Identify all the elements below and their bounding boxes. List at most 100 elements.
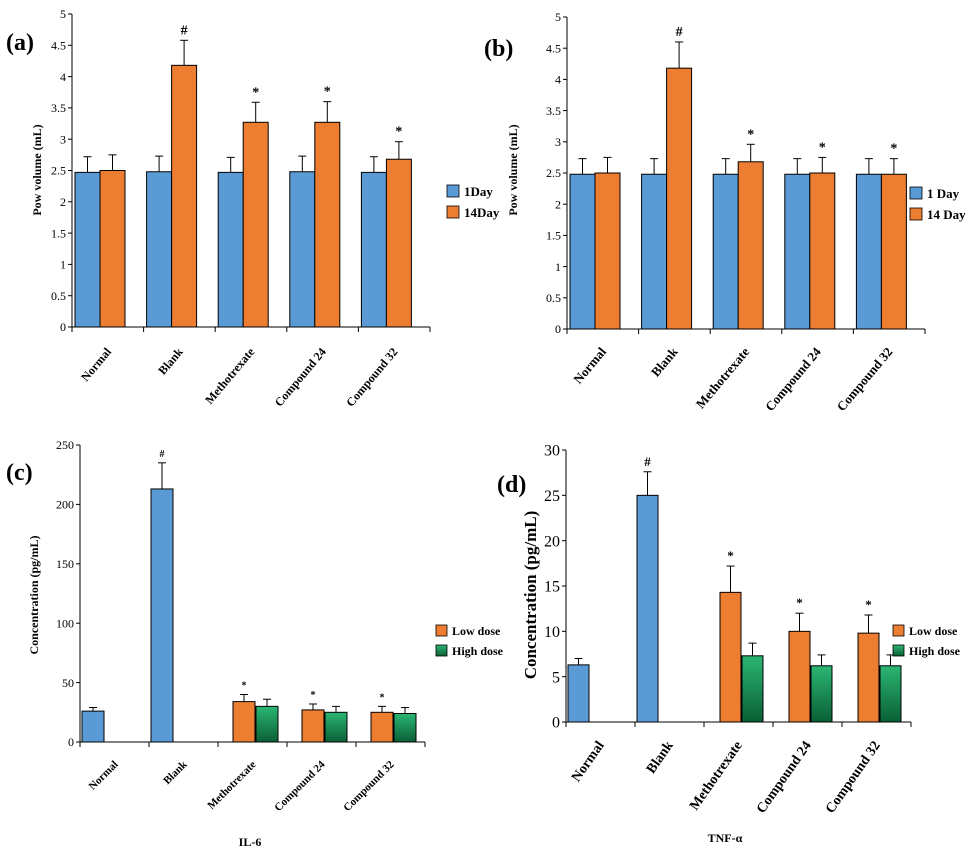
bar-control: [82, 711, 104, 742]
significance-mark: #: [160, 449, 165, 460]
y-tick-label: 3.5: [51, 101, 66, 115]
chart-panel-b: (b) Pow volume (mL) 0 0.5 1 1.5 2 2.5 3 3.5 4 4.5 5 N…: [484, 10, 966, 414]
significance-mark: *: [727, 548, 734, 563]
category-label: Compound 24: [272, 345, 329, 409]
legend-swatch: [436, 645, 447, 656]
significance-mark: *: [252, 85, 259, 100]
category-label: Blank: [155, 345, 186, 378]
bar-1day: [75, 172, 100, 327]
bar-high-dose: [256, 706, 278, 742]
bar-low-dose: [371, 712, 393, 742]
bar-14day: [315, 122, 340, 327]
bar-14-day: [738, 162, 763, 329]
bar-1-day: [856, 174, 881, 329]
bar-14-day: [595, 173, 620, 329]
category-label: Compound 24: [272, 758, 328, 814]
y-tick-label: 0.5: [51, 289, 66, 303]
bar-high-dose: [742, 656, 763, 722]
bar-1day: [361, 172, 386, 327]
bar-14-day: [810, 173, 835, 329]
bar-high-dose: [811, 666, 832, 722]
bar-14day: [172, 65, 197, 327]
category-label: Normal: [570, 344, 609, 387]
y-tick-label: 250: [56, 438, 74, 452]
x-axis-title: TNF-α: [708, 831, 743, 845]
bar-low-dose: [302, 710, 324, 742]
bar-control: [151, 489, 173, 742]
bar-low-dose: [789, 631, 810, 722]
bar-14-day: [881, 174, 906, 329]
legend-label: 1Day: [464, 184, 493, 199]
category-label: Compound 32: [823, 739, 884, 817]
panel-label: (c): [6, 460, 33, 486]
bar-high-dose: [394, 713, 416, 742]
y-tick-label: 4: [60, 70, 66, 84]
bar-14-day: [667, 68, 692, 329]
y-tick-label: 50: [62, 676, 74, 690]
category-label: Methotrexate: [205, 759, 258, 812]
category-label: Compound 24: [762, 344, 824, 414]
bar-low-dose: [858, 633, 879, 722]
legend-swatch: [436, 625, 447, 636]
significance-mark: *: [819, 140, 826, 155]
legend-swatch: [910, 208, 922, 220]
y-axis-title: Concentration (pg/mL): [27, 536, 41, 655]
y-tick-label: 0.5: [546, 291, 561, 305]
bar-14day: [243, 122, 268, 327]
y-tick-label: 5: [552, 669, 560, 686]
category-label: Methotrexate: [202, 344, 258, 406]
y-tick-label: 4.5: [546, 41, 561, 55]
category-label: Blank: [161, 758, 190, 787]
bar-1-day: [785, 174, 810, 329]
y-tick-label: 150: [56, 557, 74, 571]
legend-swatch: [447, 206, 459, 218]
legend-label: High dose: [909, 644, 961, 658]
bar-1-day: [713, 174, 738, 329]
y-tick-label: 3: [555, 135, 561, 149]
significance-mark: #: [644, 454, 651, 469]
category-label: Normal: [78, 344, 114, 384]
y-tick-label: 2.5: [51, 164, 66, 178]
panel-label: (a): [6, 30, 34, 56]
y-tick-label: 4.5: [51, 39, 66, 53]
legend-swatch: [893, 625, 904, 636]
category-label: Blank: [644, 739, 677, 777]
category-label: Compound 32: [343, 345, 400, 409]
significance-mark: *: [242, 680, 247, 691]
bar-high-dose: [880, 666, 901, 722]
y-tick-label: 200: [56, 498, 74, 512]
y-axis-title: Concentration (pg/mL): [521, 511, 540, 680]
legend-label: 1 Day: [927, 186, 960, 201]
chart-panel-a: (a) Pow volume (mL) 0 0.5 1 1.5 2 2.5 3 3.5 4 4.5 5 N…: [6, 7, 500, 409]
significance-mark: *: [865, 597, 872, 612]
legend-swatch: [893, 645, 904, 656]
y-tick-label: 30: [544, 443, 560, 460]
y-tick-label: 3: [60, 132, 66, 146]
significance-mark: *: [380, 692, 385, 703]
y-tick-label: 0: [60, 320, 66, 334]
bar-low-dose: [720, 592, 741, 722]
y-tick-label: 0: [68, 735, 74, 749]
y-tick-label: 4: [555, 73, 561, 87]
bar-1day: [290, 172, 315, 327]
y-tick-label: 5: [555, 10, 561, 24]
significance-mark: *: [311, 690, 316, 701]
category-label: Compound 32: [341, 758, 397, 814]
legend-swatch: [910, 187, 922, 199]
bar-14day: [100, 171, 125, 328]
legend-label: 14 Day: [927, 207, 966, 222]
bar-14day: [386, 159, 411, 327]
panel-label: (b): [484, 36, 513, 62]
bar-1day: [147, 172, 172, 327]
chart-panel-c: (c) Concentration (pg/mL) 0 50 100 150 200 250 N…: [6, 438, 504, 849]
category-label: Compound 32: [834, 344, 896, 414]
bar-control: [637, 495, 658, 722]
bar-low-dose: [233, 702, 255, 742]
y-tick-label: 1.5: [51, 226, 66, 240]
panel-label: (d): [497, 472, 526, 498]
y-tick-label: 3.5: [546, 104, 561, 118]
bar-control: [568, 665, 589, 722]
bar-1-day: [570, 174, 595, 329]
category-label: Methotrexate: [687, 739, 746, 814]
legend-label: Low dose: [909, 624, 958, 638]
